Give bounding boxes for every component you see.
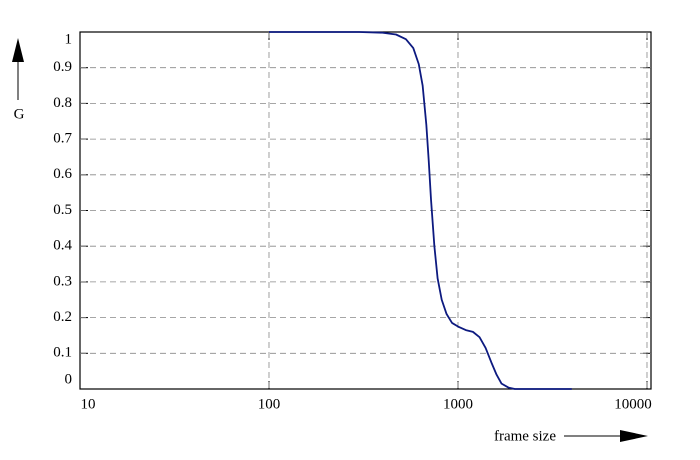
y-arrow-head: [12, 38, 24, 62]
x-tick-label: 100: [258, 396, 281, 412]
x-tick-label: 10: [81, 396, 96, 412]
y-tick-label: 0.1: [53, 345, 72, 361]
y-tick-label: 0.8: [53, 95, 72, 111]
x-axis-label: frame size: [494, 428, 556, 444]
y-tick-label: 0.2: [53, 309, 72, 325]
y-tick-label: 0.3: [53, 273, 72, 289]
y-tick-label: 0.9: [53, 59, 72, 75]
x-arrow-head: [620, 430, 648, 442]
y-tick-label: 0.5: [53, 202, 72, 218]
y-tick-label: 1: [65, 31, 73, 47]
y-tick-label: 0.6: [53, 166, 72, 182]
y-axis-label: G: [14, 106, 25, 122]
x-tick-label: 1000: [443, 396, 473, 412]
x-tick-label: 10000: [614, 396, 652, 412]
y-tick-label: 0: [65, 371, 73, 387]
y-tick-label: 0.4: [53, 238, 72, 254]
data-line: [269, 31, 572, 390]
y-tick-label: 0.7: [53, 131, 72, 147]
